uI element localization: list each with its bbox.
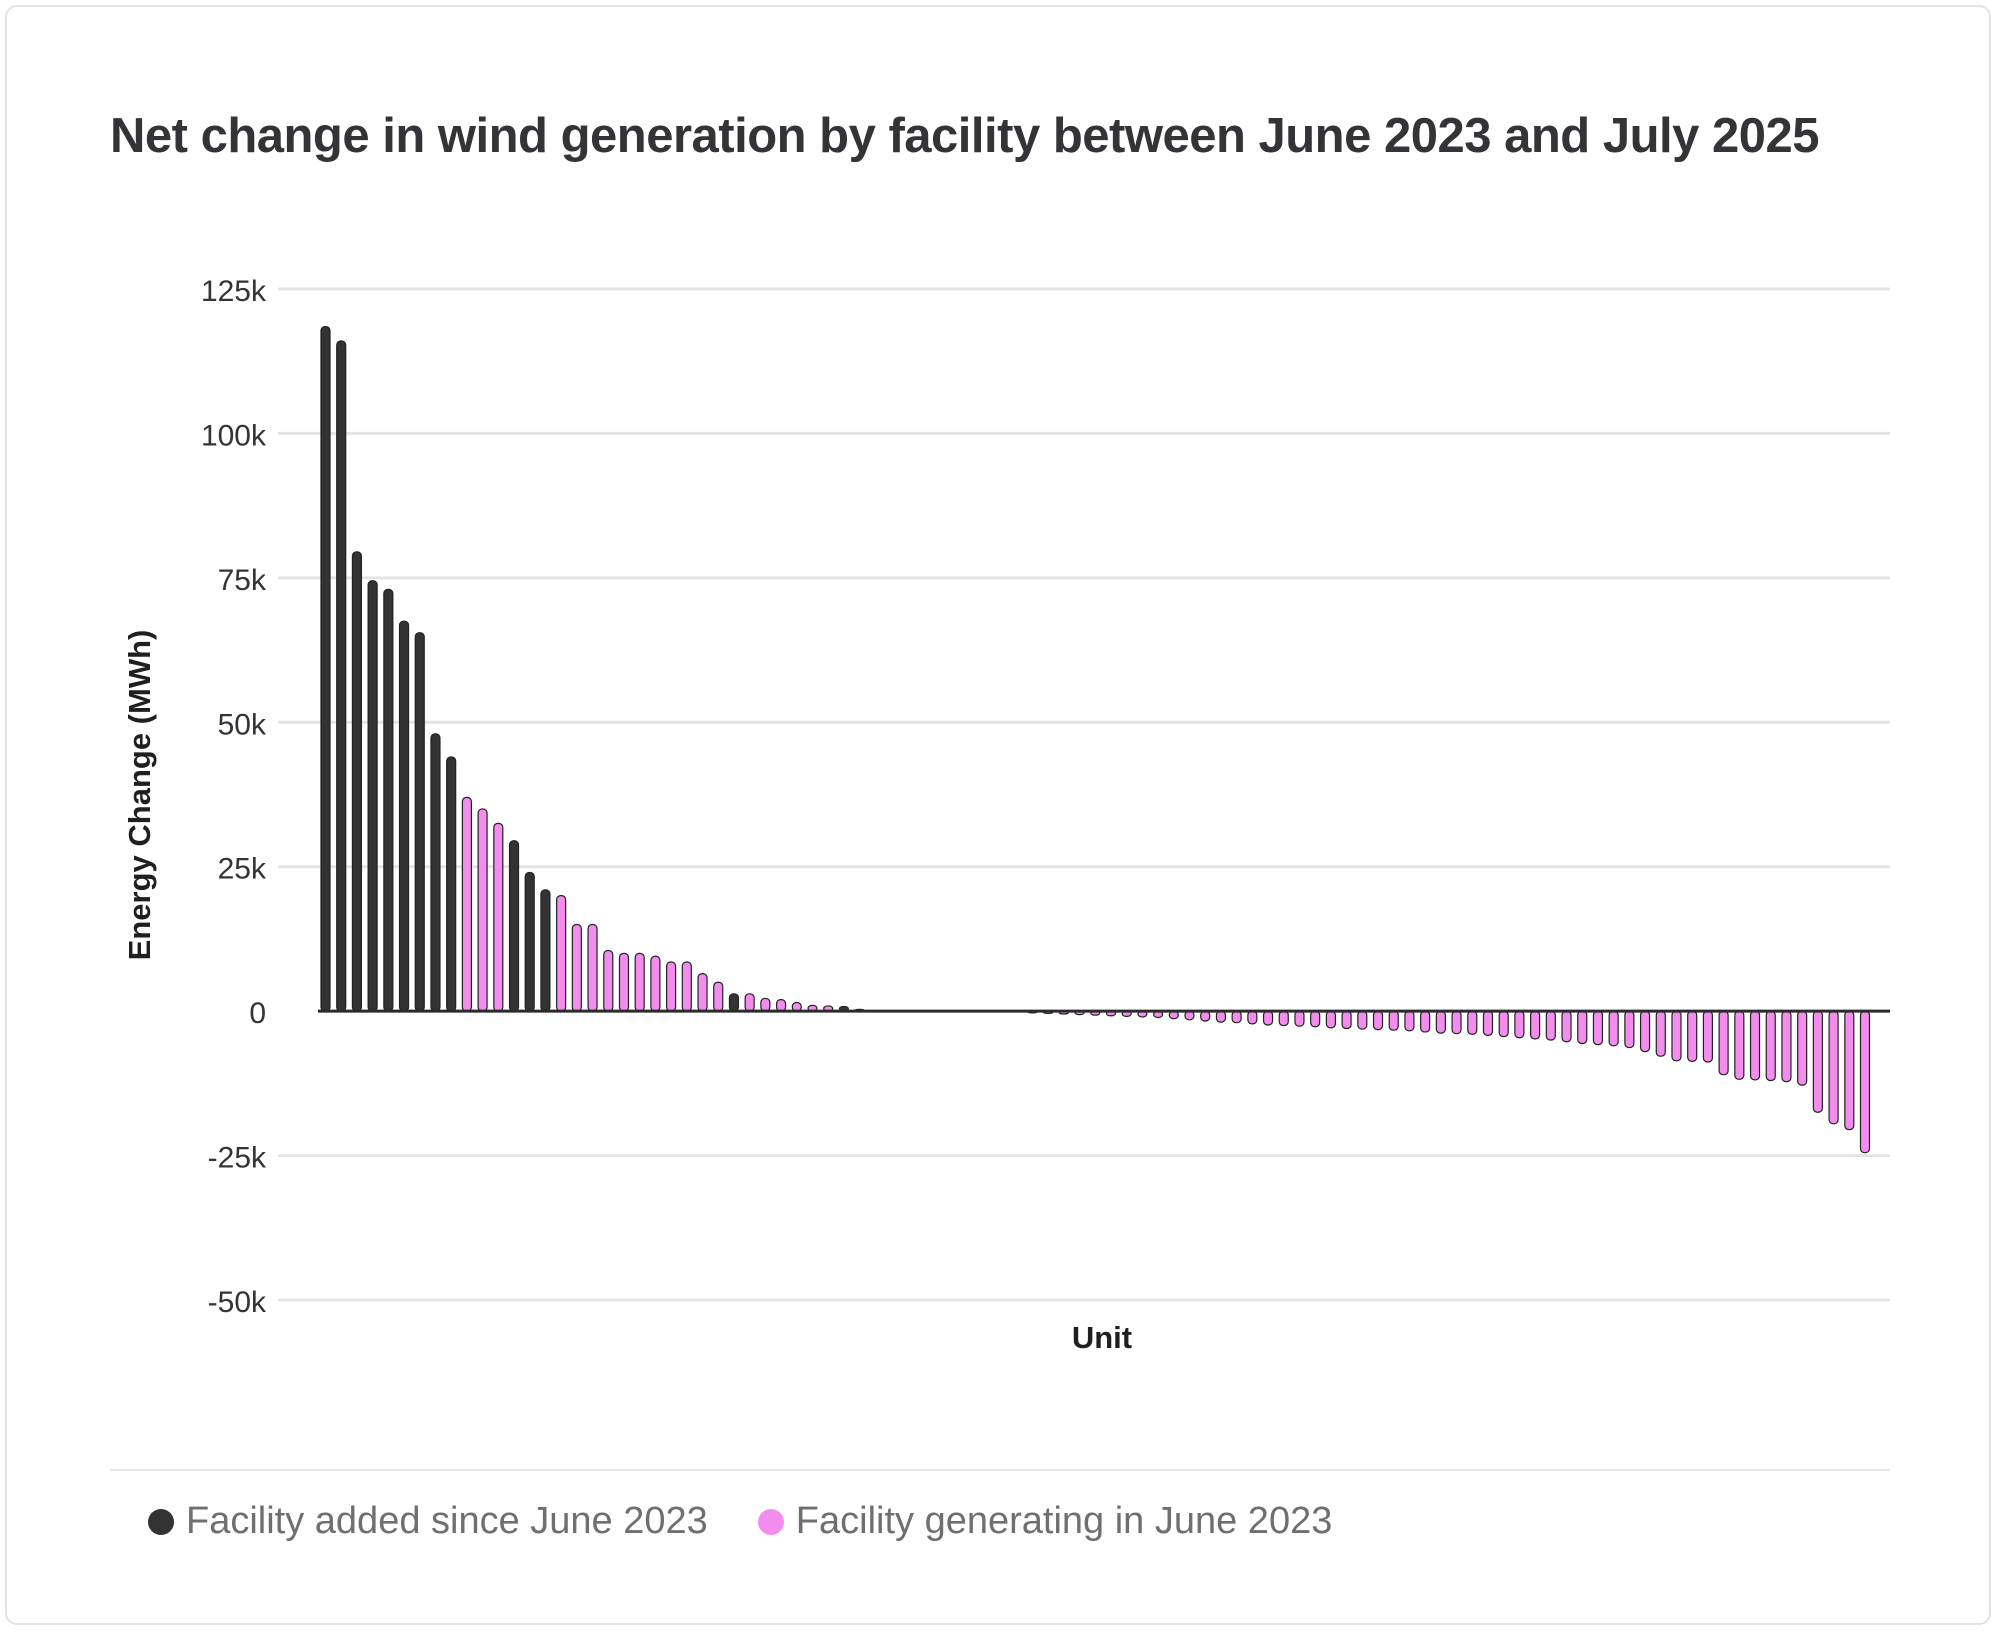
x-axis-label: Unit bbox=[1072, 1320, 1132, 1355]
bar-facility-generating bbox=[681, 961, 692, 1012]
bar-facility-generating bbox=[775, 998, 787, 1012]
bar-facility-generating bbox=[1215, 1010, 1227, 1023]
bar-facility-generating bbox=[666, 961, 677, 1012]
chart-card bbox=[5, 5, 1991, 1625]
bar-chart: -50k -25k 0 25k 50k 75k 100k 125k Energy Change… bbox=[122, 275, 1890, 1355]
bar-facility-generating bbox=[1530, 1010, 1541, 1040]
bar-facility-added bbox=[351, 551, 363, 1012]
bar-facility-generating bbox=[1514, 1010, 1525, 1039]
chart-title: Net change in wind generation by facilit… bbox=[110, 109, 1819, 163]
bar-facility-added bbox=[430, 733, 441, 1012]
bar-facility-added bbox=[540, 889, 551, 1012]
bar-facility-generating bbox=[1247, 1010, 1258, 1025]
legend-item-generating: Facility generating in June 2023 bbox=[757, 1500, 1333, 1543]
bar-facility-generating bbox=[1592, 1010, 1604, 1046]
bar-facility-generating bbox=[1341, 1010, 1352, 1030]
bar-facility-generating bbox=[587, 923, 598, 1012]
bar-facility-generating bbox=[1734, 1010, 1745, 1080]
bar-facility-generating bbox=[1639, 1010, 1651, 1053]
legend-divider bbox=[110, 1469, 1890, 1471]
bar-facility-generating bbox=[1435, 1010, 1446, 1034]
bar-facility-generating bbox=[1545, 1010, 1556, 1041]
bar-facility-generating bbox=[618, 952, 630, 1012]
bar-facility-added bbox=[414, 632, 425, 1012]
bar-facility-generating bbox=[461, 796, 472, 1012]
bar-facility-generating bbox=[1294, 1010, 1305, 1027]
y-tick-label: -50k bbox=[208, 1286, 267, 1319]
bar-facility-added bbox=[367, 580, 378, 1012]
bar-facility-generating bbox=[1577, 1010, 1588, 1045]
bar-facility-added bbox=[336, 340, 347, 1012]
bar-facility-generating bbox=[1278, 1010, 1289, 1027]
bar-facility-added bbox=[398, 620, 410, 1012]
legend-label-generating: Facility generating in June 2023 bbox=[795, 1500, 1333, 1542]
bar-facility-generating bbox=[744, 993, 755, 1012]
legend-item-added: Facility added since June 2023 bbox=[148, 1500, 708, 1543]
bar-facility-generating bbox=[556, 894, 567, 1012]
bar-facility-generating bbox=[1310, 1010, 1321, 1028]
bar-facility-added bbox=[524, 871, 535, 1012]
bar-facility-generating bbox=[571, 923, 582, 1012]
y-axis-label: Energy Change (MWh) bbox=[122, 630, 157, 961]
y-tick-labels: -50k -25k 0 25k 50k 75k 100k 125k bbox=[201, 275, 267, 1319]
bar-facility-generating bbox=[1262, 1010, 1274, 1026]
bar-facility-generating bbox=[1624, 1010, 1635, 1049]
bar-facility-added bbox=[728, 993, 740, 1012]
bar-facility-generating bbox=[1828, 1010, 1839, 1125]
bar-facility-generating bbox=[1231, 1010, 1242, 1024]
bars bbox=[320, 325, 1871, 1154]
legend-label-added: Facility added since June 2023 bbox=[186, 1500, 708, 1542]
bar-facility-generating bbox=[1608, 1010, 1619, 1047]
bar-facility-generating bbox=[1671, 1010, 1682, 1062]
bar-facility-generating bbox=[493, 822, 504, 1012]
bar-facility-generating bbox=[1420, 1010, 1431, 1033]
bar-facility-added bbox=[508, 840, 520, 1012]
bar-facility-generating bbox=[650, 955, 661, 1012]
bar-facility-added bbox=[383, 588, 394, 1012]
bar-facility-generating bbox=[1404, 1010, 1415, 1032]
legend-dot-icon bbox=[757, 1508, 784, 1535]
bar-facility-generating bbox=[1797, 1010, 1808, 1086]
bar-facility-generating bbox=[1702, 1010, 1714, 1063]
bar-facility-generating bbox=[1718, 1010, 1729, 1076]
bar-facility-generating bbox=[1844, 1010, 1855, 1131]
bar-facility-generating bbox=[713, 981, 724, 1012]
bar-facility-added bbox=[446, 756, 457, 1012]
y-tick-label: 125k bbox=[201, 275, 267, 308]
bar-facility-generating bbox=[1372, 1010, 1384, 1031]
bar-facility-generating bbox=[1451, 1010, 1462, 1035]
bar-facility-generating bbox=[1467, 1010, 1478, 1035]
bar-facility-generating bbox=[477, 808, 488, 1012]
bar-facility-generating bbox=[1859, 1010, 1871, 1154]
bar-facility-generating bbox=[1749, 1010, 1761, 1081]
gridlines bbox=[278, 287, 1890, 1302]
bar-facility-generating bbox=[1357, 1010, 1368, 1030]
bar-facility-generating bbox=[1325, 1010, 1336, 1029]
bar-facility-generating bbox=[634, 952, 645, 1012]
y-tick-label: 50k bbox=[218, 708, 267, 741]
legend-dot-icon bbox=[148, 1508, 174, 1535]
bar-facility-generating bbox=[1482, 1010, 1494, 1037]
bar-facility-generating bbox=[1687, 1010, 1698, 1063]
bar-facility-generating bbox=[1498, 1010, 1509, 1038]
y-tick-label: -25k bbox=[208, 1142, 267, 1175]
bar-facility-generating bbox=[1812, 1010, 1823, 1113]
bar-facility-generating bbox=[603, 949, 614, 1012]
bar-facility-generating bbox=[1561, 1010, 1572, 1043]
bar-facility-generating bbox=[1388, 1010, 1399, 1031]
y-tick-label: 25k bbox=[218, 853, 267, 886]
y-tick-label: 0 bbox=[249, 997, 266, 1030]
y-tick-label: 100k bbox=[201, 419, 267, 452]
bar-facility-generating bbox=[1781, 1010, 1792, 1083]
bar-facility-generating bbox=[1765, 1010, 1776, 1082]
bar-facility-added bbox=[320, 325, 331, 1012]
legend: Facility added since June 2023 Facility … bbox=[148, 1500, 1382, 1543]
bar-facility-generating bbox=[1655, 1010, 1666, 1057]
bar-facility-generating bbox=[697, 972, 708, 1012]
y-tick-label: 75k bbox=[218, 564, 267, 597]
bar-facility-generating bbox=[760, 997, 771, 1012]
